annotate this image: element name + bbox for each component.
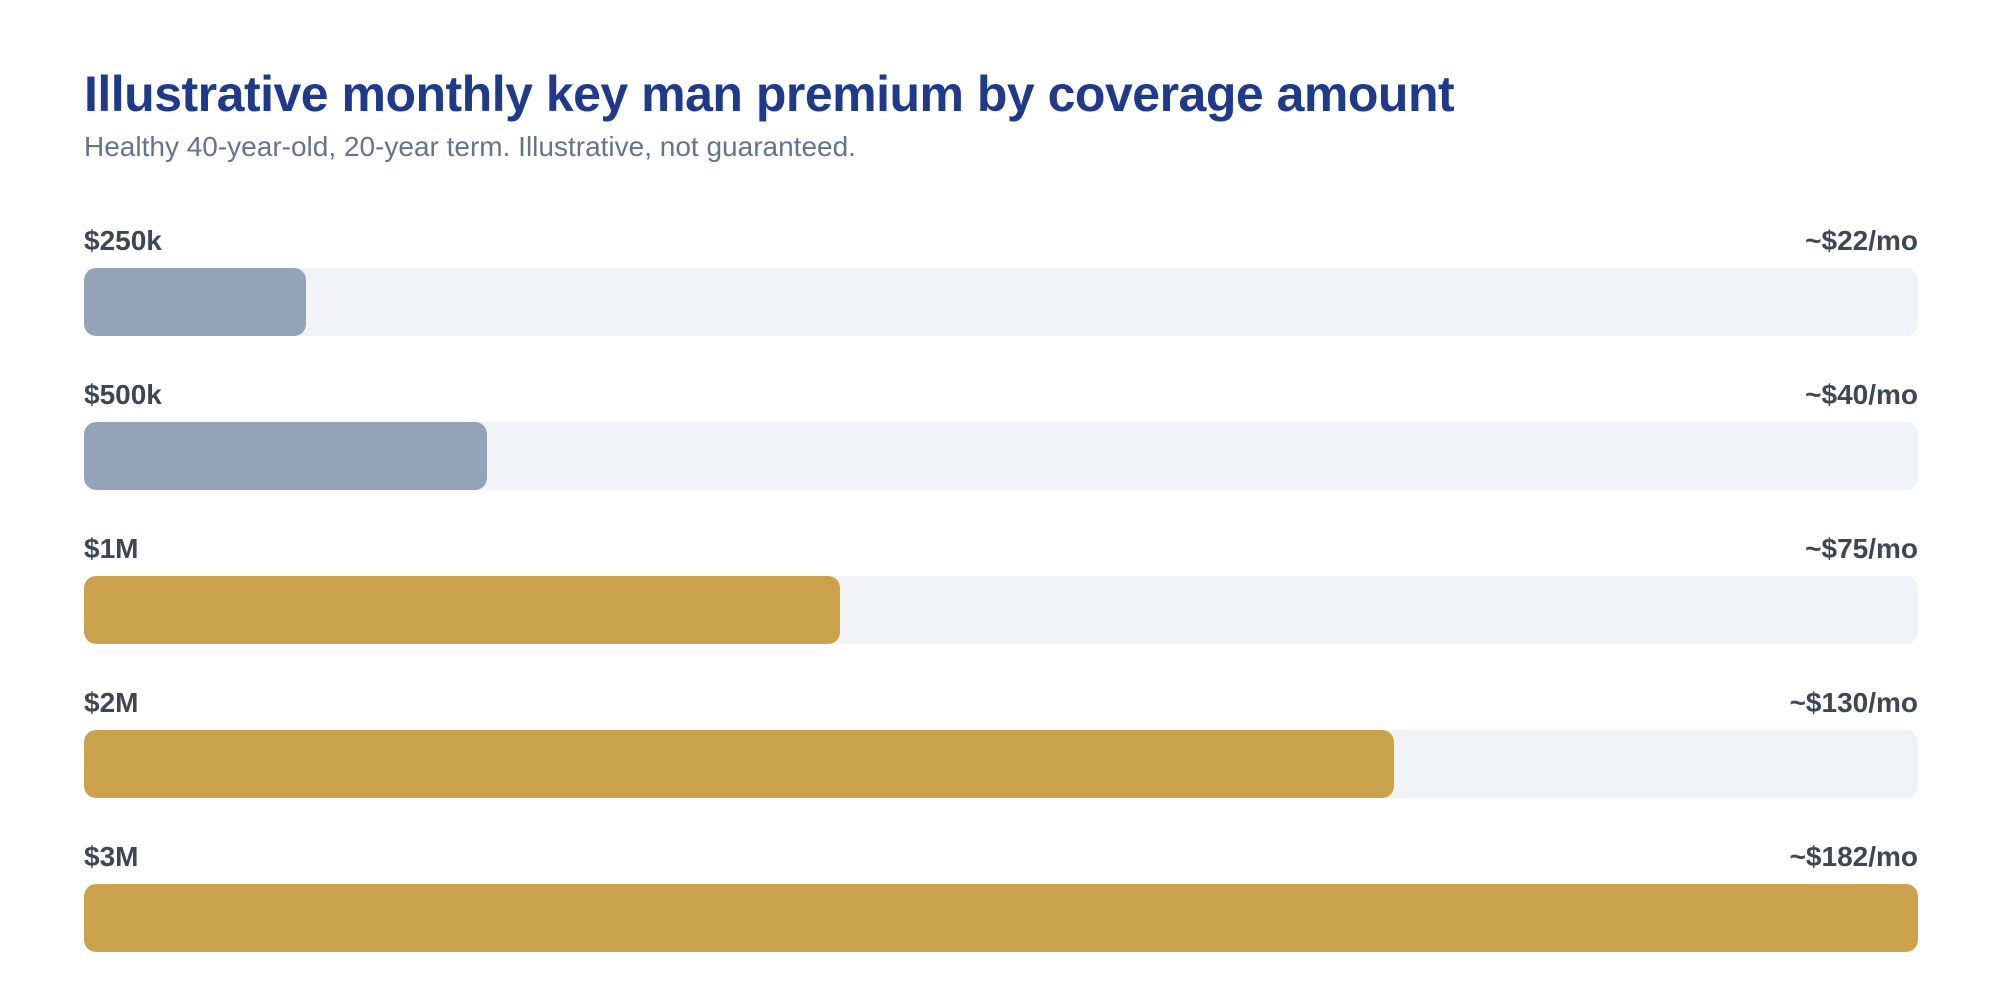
bar-track [84, 730, 1918, 798]
bar-track [84, 576, 1918, 644]
chart-subtitle: Healthy 40-year-old, 20-year term. Illus… [84, 131, 856, 162]
bar [84, 730, 1394, 798]
bar-row: $500k ~$40/mo [84, 372, 1918, 526]
bar-row: $250k ~$22/mo [84, 218, 1918, 372]
category-label: $500k [84, 379, 162, 410]
bar-track [84, 884, 1918, 952]
category-label: $1M [84, 533, 139, 564]
category-label: $2M [84, 687, 139, 718]
value-label: ~$22/mo [1805, 225, 1918, 256]
category-label: $250k [84, 225, 162, 256]
chart-title: Illustrative monthly key man premium by … [84, 66, 1455, 122]
bar-rows: $250k ~$22/mo $500k ~$40/mo $1M ~$75/mo $2M ~$1… [84, 218, 1918, 988]
bar [84, 884, 1918, 952]
premium-chart: Illustrative monthly key man premium by … [84, 0, 1918, 952]
value-label: ~$40/mo [1805, 379, 1918, 410]
bar-row: $1M ~$75/mo [84, 526, 1918, 680]
bar [84, 268, 306, 336]
bar [84, 576, 840, 644]
bar-row: $2M ~$130/mo [84, 680, 1918, 834]
value-label: ~$182/mo [1789, 841, 1918, 872]
bar-track [84, 422, 1918, 490]
bar [84, 422, 487, 490]
value-label: ~$75/mo [1805, 533, 1918, 564]
category-label: $3M [84, 841, 139, 872]
value-label: ~$130/mo [1789, 687, 1918, 718]
bar-row: $3M ~$182/mo [84, 834, 1918, 988]
bar-track [84, 268, 1918, 336]
